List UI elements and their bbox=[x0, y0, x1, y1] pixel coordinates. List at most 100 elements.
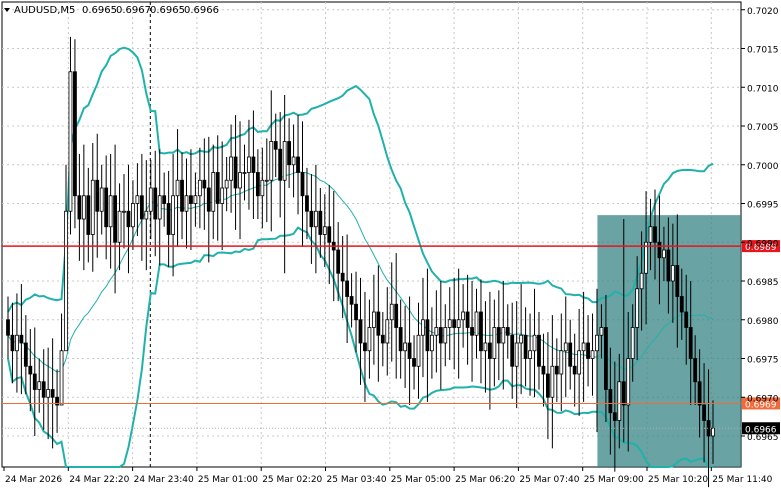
candle-bear bbox=[202, 179, 207, 189]
candle-bear bbox=[287, 141, 292, 166]
candle-bull bbox=[131, 203, 135, 228]
y-tick-label: 0.6975 bbox=[747, 356, 779, 366]
candle-bull bbox=[46, 389, 51, 398]
candle-bear bbox=[693, 358, 698, 383]
candle-bull bbox=[711, 427, 715, 437]
candle-bear bbox=[6, 319, 10, 336]
candle-bear bbox=[363, 342, 367, 352]
candle-bull bbox=[260, 179, 265, 197]
candle-bear bbox=[345, 280, 350, 297]
candle-bear bbox=[19, 334, 24, 344]
candle-bear bbox=[77, 195, 82, 220]
candle-bull bbox=[193, 195, 198, 204]
candle-bear bbox=[126, 210, 131, 228]
candle-bull bbox=[461, 311, 466, 321]
candle-bear bbox=[608, 389, 613, 414]
candle-bull bbox=[224, 179, 229, 189]
candle-bear bbox=[349, 296, 354, 305]
candle-bear bbox=[572, 365, 577, 375]
candle-bull bbox=[630, 327, 635, 359]
candle-bull bbox=[64, 210, 68, 352]
candle-bear bbox=[153, 187, 158, 220]
candle-bear bbox=[612, 412, 617, 421]
x-tick-label: 25 Mar 01:00 bbox=[198, 475, 258, 485]
candle-bear bbox=[41, 381, 46, 398]
candle-bear bbox=[278, 148, 283, 181]
candle-bull bbox=[81, 195, 86, 220]
candle-bull bbox=[282, 141, 287, 181]
candle-bull bbox=[617, 381, 622, 421]
price-lines: 0.6989 0.6969 0.6966 bbox=[2, 240, 780, 435]
candle-bear bbox=[340, 272, 345, 282]
candle-bear bbox=[465, 311, 470, 328]
ohlc-low: 0.6965 bbox=[150, 5, 185, 16]
candle-bear bbox=[510, 334, 515, 367]
middle-band-line bbox=[7, 170, 714, 373]
candle-bear bbox=[336, 249, 341, 274]
x-tick-label: 25 Mar 06:20 bbox=[455, 475, 515, 485]
candle-bull bbox=[175, 179, 180, 197]
candle-bear bbox=[653, 226, 657, 243]
candle-bull bbox=[492, 327, 497, 359]
candle-bear bbox=[496, 327, 501, 344]
x-tick-label: 24 Mar 23:40 bbox=[134, 475, 194, 485]
candle-bear bbox=[604, 327, 608, 390]
candle-bear bbox=[255, 172, 260, 197]
candle-bull bbox=[171, 195, 175, 235]
y-tick-label: 0.7015 bbox=[747, 46, 779, 56]
x-tick-label: 25 Mar 03:40 bbox=[327, 475, 387, 485]
candle-bull bbox=[456, 319, 461, 328]
x-tick-label: 25 Mar 05:00 bbox=[391, 475, 451, 485]
candle-bull bbox=[269, 141, 274, 181]
x-tick-label: 25 Mar 07:40 bbox=[519, 475, 579, 485]
candle-bear bbox=[95, 179, 100, 212]
candle-bear bbox=[398, 327, 403, 352]
candle-bull bbox=[144, 210, 149, 220]
x-tick-label: 25 Mar 11:40 bbox=[712, 475, 772, 485]
candle-bull bbox=[662, 249, 666, 259]
candle-bull bbox=[313, 210, 318, 228]
candle-bear bbox=[621, 381, 626, 406]
current-price-label-bg bbox=[742, 422, 780, 435]
x-tick-label: 24 Mar 22:20 bbox=[69, 475, 129, 485]
candle-bear bbox=[206, 187, 211, 212]
candle-bull bbox=[403, 342, 408, 352]
candle-bear bbox=[684, 311, 689, 328]
candle-bull bbox=[434, 327, 439, 336]
candle-bull bbox=[626, 358, 631, 406]
candle-bear bbox=[412, 358, 416, 367]
candle-bull bbox=[117, 210, 122, 243]
candle-bear bbox=[300, 172, 305, 197]
current-price-label: 0.6966 bbox=[745, 425, 777, 435]
y-tick-label: 0.6995 bbox=[747, 201, 779, 211]
candle-bull bbox=[528, 350, 532, 359]
candle-bull bbox=[229, 156, 234, 181]
candle-bear bbox=[50, 389, 55, 398]
candle-bear bbox=[189, 195, 193, 204]
candle-bull bbox=[421, 319, 425, 336]
candle-bull bbox=[599, 327, 604, 336]
candle-bear bbox=[23, 342, 28, 367]
candle-bull bbox=[670, 265, 675, 282]
candle-bear bbox=[55, 396, 59, 406]
candle-bull bbox=[514, 342, 519, 367]
candle-bull bbox=[184, 195, 189, 212]
candle-bull bbox=[322, 226, 327, 235]
candle-bear bbox=[233, 156, 238, 189]
y-tick-label: 0.6970 bbox=[747, 394, 779, 404]
candle-bear bbox=[358, 319, 363, 344]
candle-bear bbox=[273, 141, 278, 150]
candle-bull bbox=[90, 179, 95, 235]
candle-bull bbox=[37, 381, 42, 390]
candle-bear bbox=[376, 311, 381, 336]
candle-bull bbox=[211, 172, 216, 212]
candle-bull bbox=[483, 342, 488, 352]
candle-bear bbox=[305, 195, 309, 212]
dropdown-arrow-icon[interactable] bbox=[4, 8, 10, 12]
x-tick-label: 25 Mar 10:20 bbox=[648, 475, 708, 485]
candle-bull bbox=[447, 319, 452, 328]
candle-bear bbox=[679, 296, 684, 313]
candle-bull bbox=[474, 311, 479, 336]
candle-bear bbox=[318, 210, 323, 235]
